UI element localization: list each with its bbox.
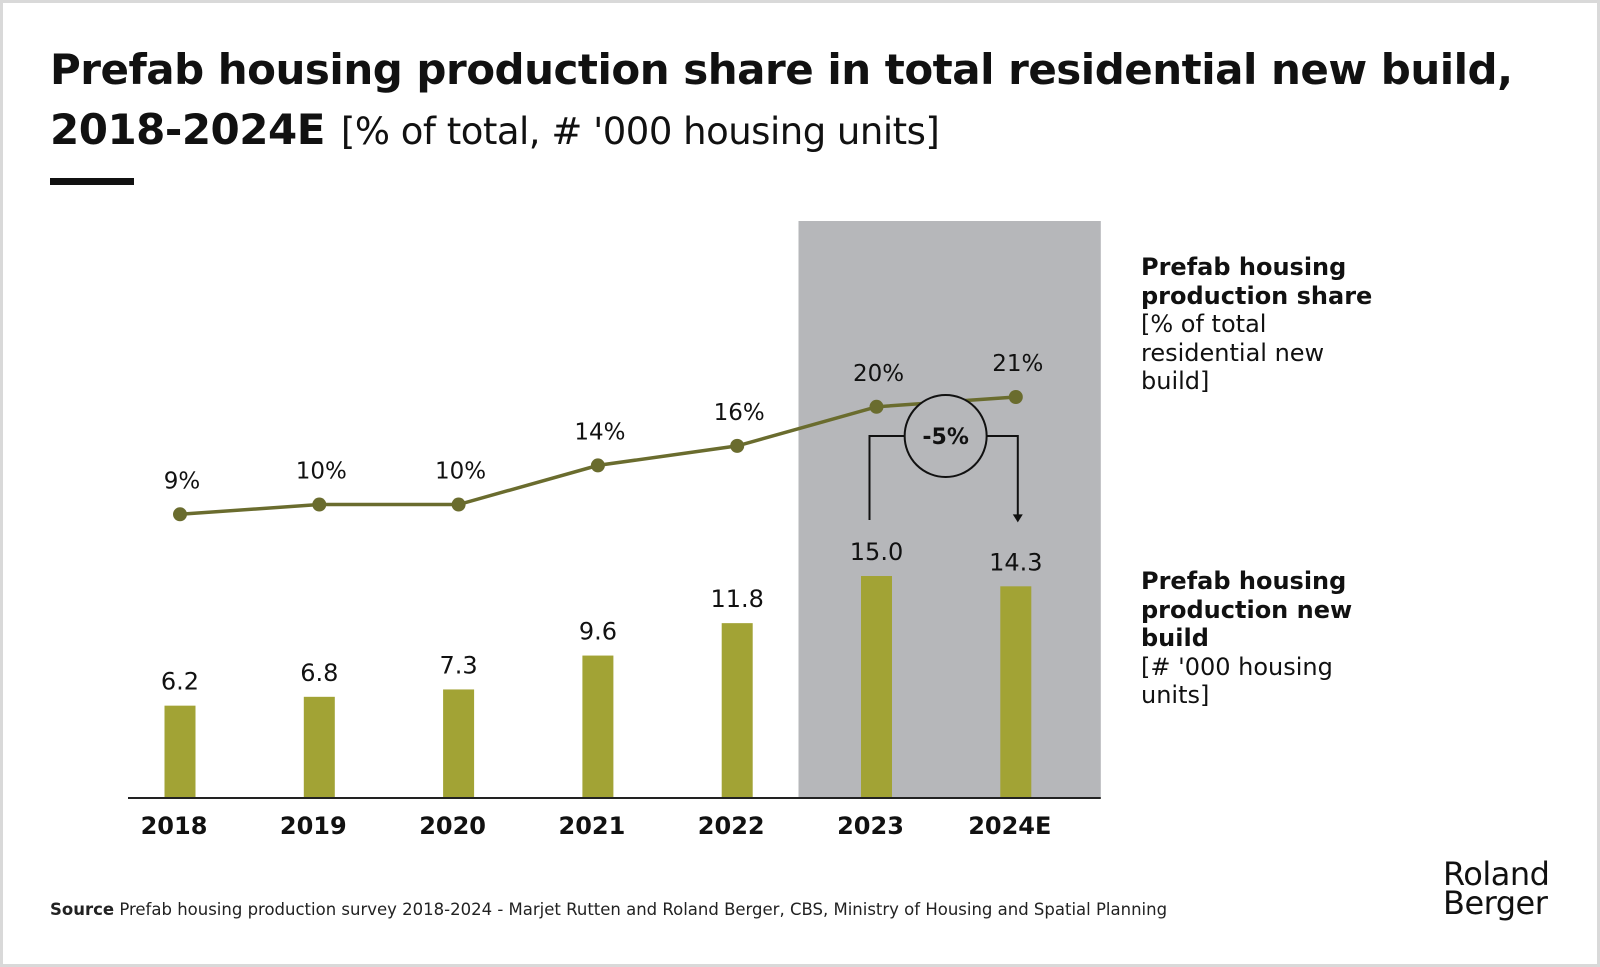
share-value-label: 10% xyxy=(296,459,347,485)
bar-series xyxy=(164,576,1032,797)
change-annotation: -5% xyxy=(868,394,1023,523)
bar xyxy=(861,576,892,797)
share-value-label: 10% xyxy=(435,459,486,485)
bar xyxy=(164,705,196,797)
share-point xyxy=(730,438,745,453)
share-point xyxy=(590,458,605,473)
share-value-label: 14% xyxy=(574,419,625,445)
share-point xyxy=(173,507,187,522)
legend-line: Prefab housing production share [% of to… xyxy=(1141,253,1381,396)
bar-value-label: 14.3 xyxy=(989,548,1042,576)
change-bracket xyxy=(868,435,1019,521)
logo-line-2: Berger xyxy=(1443,884,1548,922)
x-tick-label: 2018 xyxy=(141,812,208,840)
share-value-label: 9% xyxy=(164,468,201,494)
legend-bar-title: Prefab housing production new build xyxy=(1141,567,1353,652)
change-label: -5% xyxy=(922,425,968,450)
legend-bar: Prefab housing production new build [# '… xyxy=(1141,567,1381,710)
bar-value-label: 9.6 xyxy=(579,618,617,646)
share-value-label: 21% xyxy=(992,351,1043,377)
bar-value-label: 11.8 xyxy=(710,585,763,613)
share-point xyxy=(312,497,327,512)
x-tick-label: 2024E xyxy=(968,812,1051,840)
x-tick-label: 2023 xyxy=(837,812,904,840)
share-point xyxy=(869,399,884,414)
share-point xyxy=(1008,390,1023,404)
share-point xyxy=(451,497,466,512)
title-unit: [% of total, # '000 housing units] xyxy=(340,110,940,153)
share-value-label: 20% xyxy=(853,361,904,387)
legend-bar-unit: [# '000 housing units] xyxy=(1141,652,1333,710)
share-value-labels: 9% 10% 10% 14% 16% 20% 21% xyxy=(164,351,1044,494)
bar-value-labels: 6.2 6.8 7.3 9.6 11.8 15.0 14.3 xyxy=(161,538,1043,696)
title-text: Prefab housing production share in total… xyxy=(50,45,1513,154)
share-value-label: 16% xyxy=(714,400,765,426)
bar-value-label: 6.2 xyxy=(161,668,199,696)
bar-value-label: 7.3 xyxy=(440,651,478,679)
x-tick-label: 2019 xyxy=(280,812,347,840)
x-tick-label: 2020 xyxy=(419,812,486,840)
title-rule xyxy=(50,178,134,185)
change-circle xyxy=(903,394,988,478)
bar xyxy=(303,696,335,797)
arrow-down-icon xyxy=(1012,514,1023,523)
source-text: Prefab housing production survey 2018-20… xyxy=(119,900,1168,919)
roland-berger-logo: Roland Berger xyxy=(1443,855,1550,922)
chart-title: Prefab housing production share in total… xyxy=(50,40,1530,162)
legend-line-title: Prefab housing production share xyxy=(1141,253,1373,310)
x-tick-label: 2022 xyxy=(698,812,765,840)
bar xyxy=(1000,586,1032,797)
source-label: Source xyxy=(50,900,115,919)
x-tick-label: 2021 xyxy=(559,812,626,840)
bar-value-label: 15.0 xyxy=(850,538,903,566)
logo-line-1: Roland xyxy=(1443,855,1550,893)
bar xyxy=(721,623,753,797)
source-note: Source Prefab housing production survey … xyxy=(50,900,1167,919)
bar-value-label: 6.8 xyxy=(300,659,338,687)
legend-line-unit: [% of total residential new build] xyxy=(1141,310,1325,395)
bar xyxy=(443,689,475,797)
bar xyxy=(582,655,614,797)
highlight-band xyxy=(798,221,1101,797)
x-tick-labels: 2018 2019 2020 2021 2022 2023 2024E xyxy=(141,812,1052,840)
share-points xyxy=(173,390,1023,522)
combo-chart: 6.2 6.8 7.3 9.6 11.8 15.0 14.3 9% 10% 10% 14% 16% 2… xyxy=(128,221,1101,840)
